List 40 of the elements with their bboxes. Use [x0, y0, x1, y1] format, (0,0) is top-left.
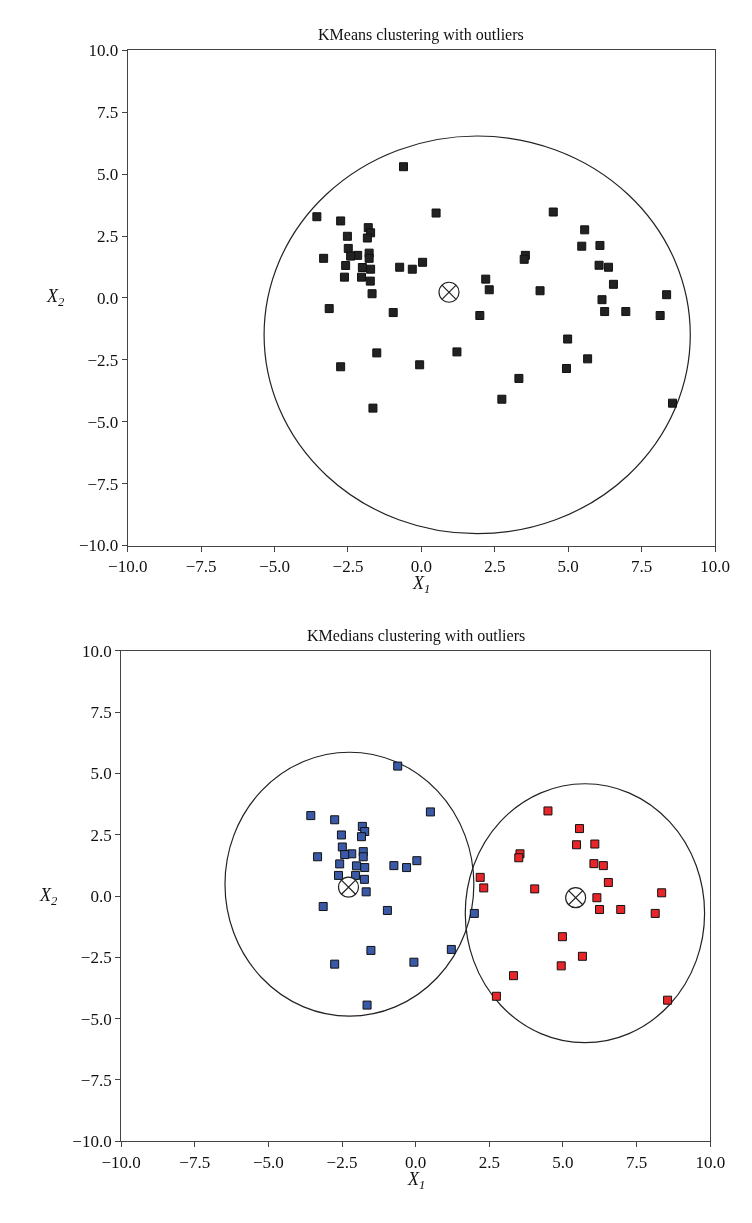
y-tick-label: −5.0 — [87, 412, 119, 432]
y-axis-title: X$_{2}$ — [39, 885, 58, 908]
y-tick-label: 0.0 — [97, 288, 119, 308]
x-tick-label: −2.5 — [326, 1152, 358, 1172]
y-tick-label: 5.0 — [90, 764, 112, 784]
chart-title: KMeans clustering with outliers — [318, 26, 524, 44]
chart-title: KMedians clustering with outliers — [307, 627, 526, 645]
y-tick-label: 2.5 — [90, 825, 112, 845]
x-tick-label: 0.0 — [405, 1152, 427, 1172]
x-tick-label: −2.5 — [332, 556, 364, 576]
y-tick-label: 0.0 — [90, 886, 112, 906]
x-tick-label: 7.5 — [631, 556, 653, 576]
y-tick-label: 10.0 — [88, 41, 119, 61]
x-tick-label: −7.5 — [185, 556, 217, 576]
x-axis-title: X$_{1}$ — [412, 573, 431, 596]
y-tick-label: −10.0 — [72, 1132, 112, 1152]
x-tick-label: −7.5 — [179, 1152, 211, 1172]
y-tick-label: −2.5 — [87, 350, 119, 370]
x-tick-label: 0.0 — [410, 556, 433, 576]
y-tick-label: −7.5 — [80, 1070, 112, 1090]
y-tick-label: −10.0 — [79, 536, 119, 556]
x-tick-label: −5.0 — [252, 1152, 284, 1172]
y-tick-label: 5.0 — [97, 165, 119, 185]
x-axis-title: X$_{1}$ — [407, 1169, 426, 1192]
y-axis-title: X$_{2}$ — [46, 286, 65, 309]
x-tick-label: 10.0 — [695, 1152, 726, 1172]
y-tick-label: −5.0 — [80, 1009, 112, 1029]
x-tick-label: 7.5 — [626, 1152, 648, 1172]
y-tick-label: 7.5 — [90, 703, 112, 723]
y-tick-label: −2.5 — [80, 948, 112, 968]
x-tick-label: 5.0 — [552, 1152, 574, 1172]
y-tick-label: −7.5 — [87, 474, 119, 494]
y-tick-label: 10.0 — [81, 641, 112, 661]
y-tick-label: 7.5 — [97, 103, 119, 123]
x-tick-label: 10.0 — [700, 556, 730, 576]
y-tick-label: 2.5 — [97, 226, 119, 246]
x-tick-label: 2.5 — [484, 556, 506, 576]
x-tick-label: 2.5 — [478, 1152, 500, 1172]
x-tick-label: 5.0 — [557, 556, 579, 576]
x-tick-label: −5.0 — [259, 556, 290, 576]
